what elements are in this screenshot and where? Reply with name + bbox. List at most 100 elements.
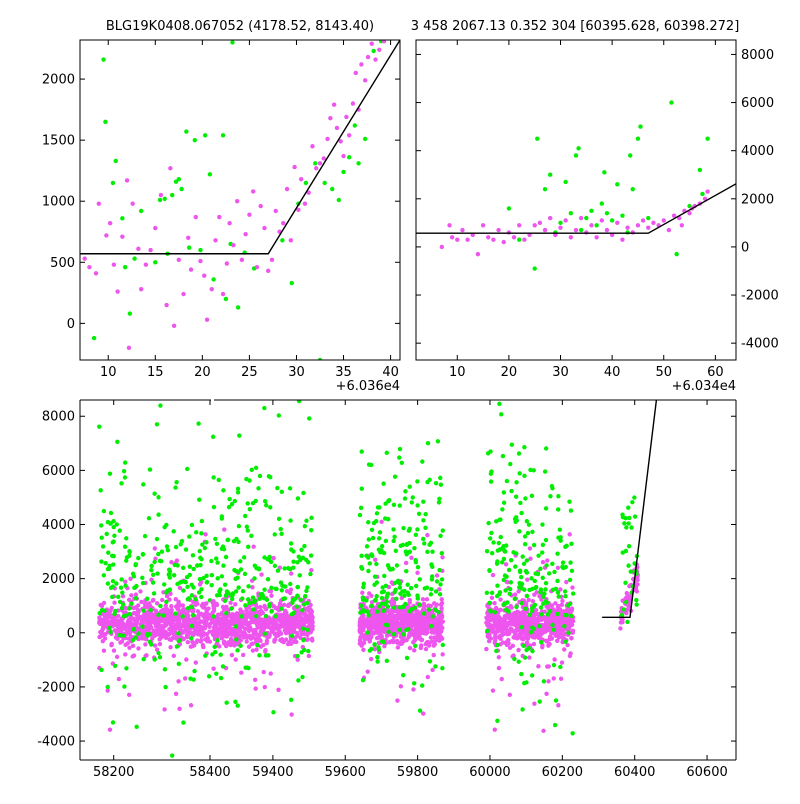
top-right-panel-plot-area <box>416 100 736 271</box>
magenta-point <box>543 618 548 623</box>
green-point <box>517 568 523 573</box>
magenta-point <box>569 608 574 613</box>
magenta-point <box>162 707 167 712</box>
magenta-point <box>98 634 104 639</box>
magenta-point <box>372 646 378 652</box>
magenta-point <box>176 257 182 263</box>
magenta-point <box>440 555 445 560</box>
magenta-point <box>233 602 238 607</box>
magenta-point <box>205 636 210 641</box>
magenta-point <box>173 604 179 609</box>
green-point <box>235 703 240 708</box>
magenta-point <box>552 618 558 623</box>
green-point <box>415 503 420 508</box>
magenta-point <box>288 587 294 592</box>
green-point <box>122 684 127 689</box>
green-point <box>240 596 245 601</box>
magenta-point <box>419 615 424 620</box>
green-point <box>156 512 161 517</box>
magenta-point <box>101 625 106 630</box>
green-point <box>428 592 434 597</box>
green-point <box>103 560 108 566</box>
green-point <box>391 538 396 544</box>
green-point <box>494 648 499 654</box>
green-point <box>289 612 294 617</box>
magenta-point <box>272 639 277 644</box>
magenta-point <box>357 624 363 629</box>
green-point <box>594 223 599 228</box>
magenta-point <box>214 633 219 638</box>
right-panel-title: 3 458 2067.13 0.352 304 [60395.628, 6039… <box>411 19 740 34</box>
green-point <box>387 497 392 503</box>
green-point <box>622 521 627 526</box>
magenta-point <box>226 640 232 645</box>
magenta-point <box>171 653 177 659</box>
green-point <box>119 481 124 486</box>
green-point <box>491 540 496 545</box>
green-point <box>156 612 161 618</box>
magenta-point <box>549 631 554 636</box>
green-point <box>136 555 141 561</box>
chart-panels: 10 15 20 25 30 35 400500100015002000+6.036e410… <box>37 39 779 780</box>
magenta-point <box>207 639 213 644</box>
magenta-point <box>440 652 445 657</box>
magenta-point <box>599 218 605 223</box>
green-point <box>110 594 115 600</box>
magenta-point <box>262 617 267 622</box>
green-point <box>140 624 145 629</box>
green-point <box>376 645 381 650</box>
green-point <box>98 488 103 493</box>
magenta-point <box>109 642 114 648</box>
green-point <box>140 552 146 557</box>
green-point <box>279 489 285 494</box>
green-point <box>195 563 200 568</box>
green-point <box>207 172 213 177</box>
magenta-point <box>177 610 182 615</box>
green-point <box>547 571 552 576</box>
magenta-point <box>499 676 504 682</box>
green-point <box>296 678 301 683</box>
magenta-point <box>179 624 185 629</box>
green-point <box>99 607 105 613</box>
green-point <box>218 675 224 681</box>
green-point <box>304 518 309 523</box>
green-point <box>367 561 372 566</box>
green-point <box>209 572 215 578</box>
top-right-panel-frame <box>415 39 737 361</box>
magenta-point <box>253 603 259 608</box>
magenta-point <box>310 638 315 643</box>
green-point <box>253 465 259 471</box>
green-point <box>497 517 502 523</box>
magenta-point <box>148 619 153 625</box>
green-point <box>599 201 605 206</box>
green-point <box>538 587 544 592</box>
green-point <box>421 611 427 616</box>
green-point <box>101 57 106 62</box>
magenta-point <box>113 622 119 627</box>
green-point <box>301 637 306 643</box>
magenta-point <box>366 626 372 632</box>
magenta-point <box>487 634 492 640</box>
green-point <box>122 264 128 270</box>
green-point <box>298 597 303 603</box>
green-point <box>198 562 203 568</box>
magenta-point <box>185 639 191 645</box>
green-point <box>291 565 296 570</box>
magenta-point <box>564 608 570 613</box>
green-point <box>489 551 495 556</box>
magenta-point <box>123 642 128 648</box>
green-point <box>127 549 132 554</box>
green-point <box>433 481 439 486</box>
magenta-point <box>258 624 263 629</box>
magenta-point <box>138 589 143 594</box>
magenta-point <box>101 648 107 653</box>
green-point <box>170 192 175 198</box>
green-point <box>550 587 556 593</box>
green-point <box>264 503 269 508</box>
x-tick-label: 60600 <box>686 765 727 780</box>
magenta-point <box>278 612 284 618</box>
green-point <box>376 536 382 541</box>
magenta-point <box>226 630 231 635</box>
green-point <box>370 553 375 559</box>
magenta-point <box>143 262 149 267</box>
